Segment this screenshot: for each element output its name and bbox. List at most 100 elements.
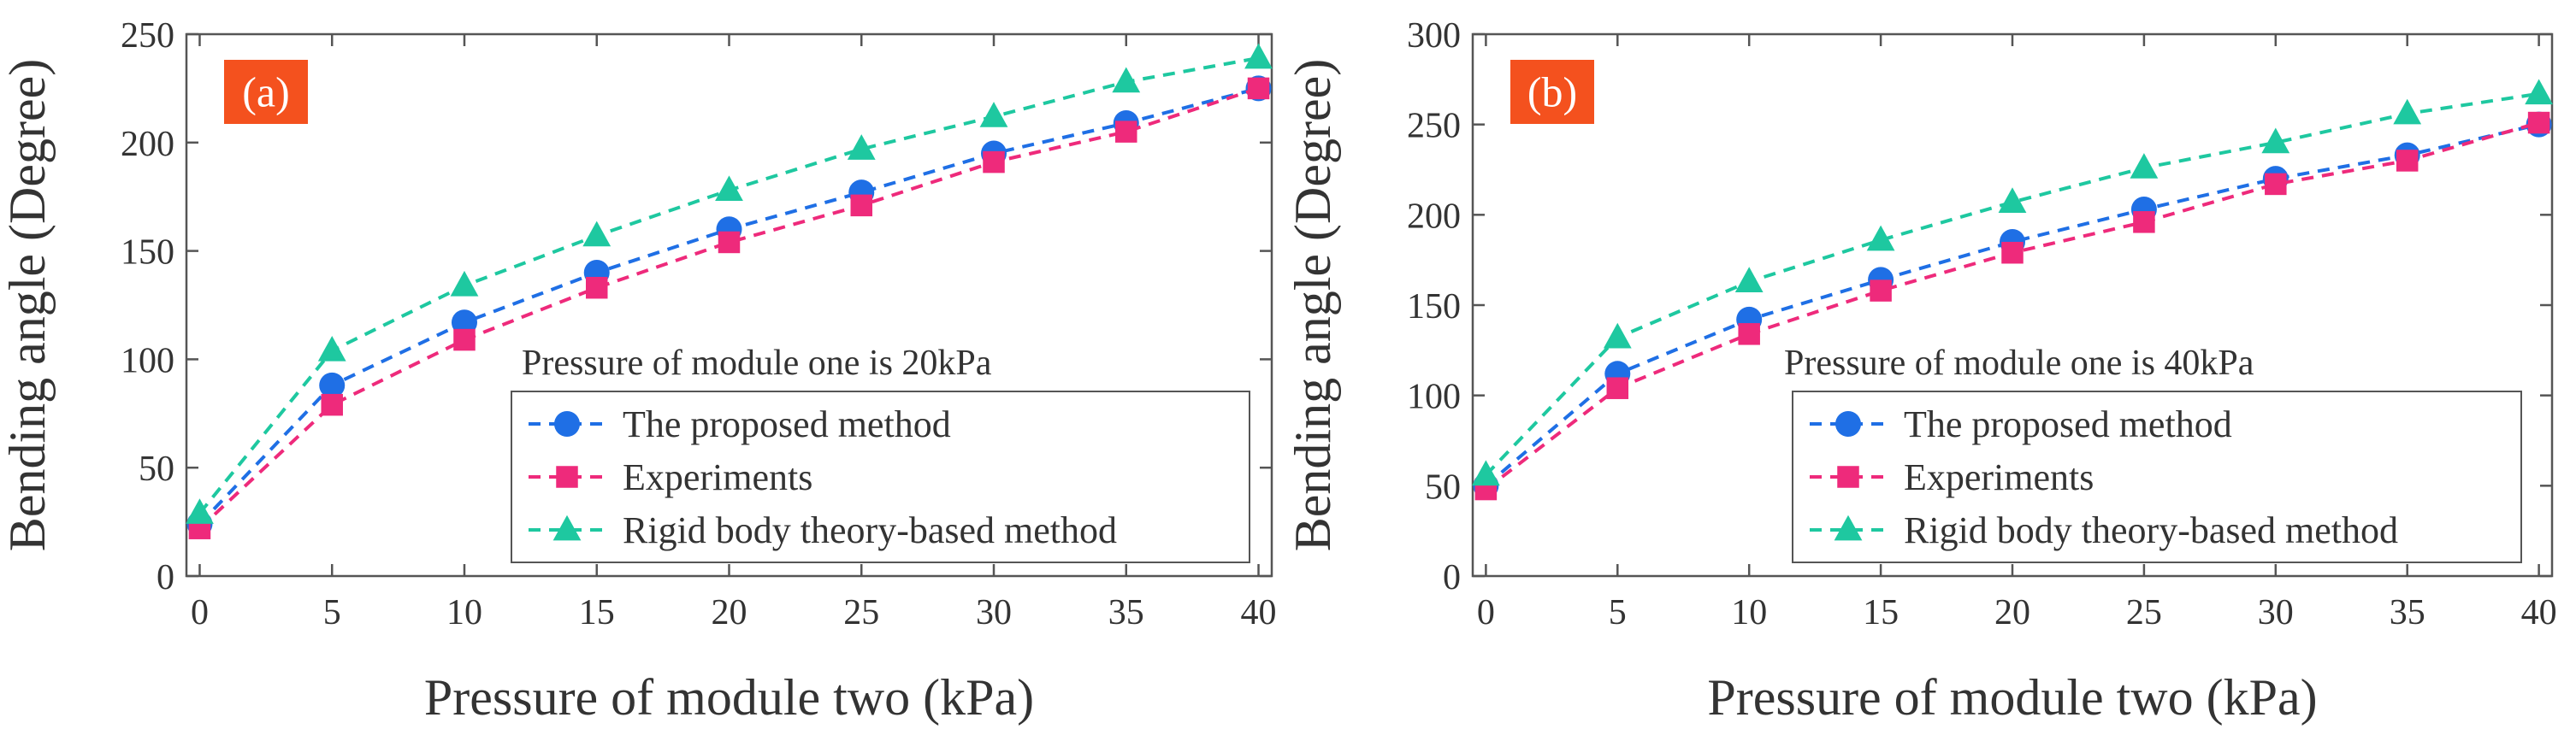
legend-marker <box>1835 411 1861 437</box>
y-tick-label: 50 <box>1425 468 1461 507</box>
x-tick-label: 5 <box>323 593 341 632</box>
series-square <box>188 77 1270 539</box>
y-tick-label: 150 <box>1407 287 1461 326</box>
data-point <box>319 372 346 398</box>
legend-box <box>511 391 1250 563</box>
data-point <box>1870 279 1892 302</box>
legend-marker <box>552 515 582 541</box>
y-tick-label: 0 <box>157 558 174 597</box>
panel-tag-box <box>1510 60 1594 124</box>
x-tick-label: 0 <box>1477 593 1495 632</box>
data-point <box>2396 150 2419 172</box>
legend: The proposed method Experiments Rigid body… <box>1792 391 2522 563</box>
data-point <box>2001 241 2024 264</box>
y-axis-title: Bending angle (Degree) <box>1285 59 1341 551</box>
data-point <box>317 336 346 362</box>
data-point <box>983 150 1005 173</box>
series-line <box>1485 122 2540 487</box>
x-axis-title: Pressure of module two (kPa) <box>1707 669 2317 726</box>
data-point <box>2393 98 2422 125</box>
data-point <box>1734 267 1764 292</box>
data-point <box>321 393 343 416</box>
data-point <box>453 328 476 351</box>
data-point <box>1606 377 1629 399</box>
data-point <box>2261 127 2290 154</box>
legend-label: Experiments <box>623 456 812 498</box>
x-tick-label: 15 <box>1863 593 1899 632</box>
data-point <box>451 309 477 336</box>
y-tick-label: 200 <box>1407 197 1461 236</box>
legend-label: Experiments <box>1904 456 2094 498</box>
legend-label: Rigid body theory-based method <box>623 509 1117 551</box>
data-point <box>979 102 1008 127</box>
data-point <box>715 175 743 202</box>
y-tick-label: 100 <box>121 341 174 380</box>
x-tick-label: 5 <box>1609 593 1627 632</box>
x-tick-label: 30 <box>976 593 1012 632</box>
legend-marker <box>554 411 580 437</box>
data-point <box>1603 322 1632 349</box>
panel-tag: (a) <box>224 60 308 124</box>
x-tick-label: 10 <box>1731 593 1767 632</box>
x-tick-label: 20 <box>1994 593 2030 632</box>
chart-panel-2: 0 5 10 15 20 25 30 35 40 0 50 100 150 200 250 300 Pressu… <box>1285 16 2557 726</box>
annotation-text: Pressure of module one is 40kPa <box>1784 344 2254 383</box>
data-point <box>1738 323 1760 345</box>
series-line <box>198 86 1260 530</box>
data-point <box>1998 187 2027 213</box>
legend-marker <box>1834 515 1863 541</box>
data-point <box>1244 43 1273 69</box>
panel-tag-box <box>224 60 308 124</box>
x-tick-label: 15 <box>579 593 615 632</box>
y-tick-label: 250 <box>121 16 174 56</box>
data-point <box>450 270 479 297</box>
x-tick-label: 25 <box>843 593 879 632</box>
legend-label: Rigid body theory-based method <box>1904 509 2398 551</box>
y-axis-title: Bending angle (Degree) <box>0 59 56 551</box>
x-tick-label: 30 <box>2258 593 2294 632</box>
data-point <box>2133 211 2155 233</box>
data-point <box>582 221 612 247</box>
x-tick-label: 0 <box>191 593 209 632</box>
series-triangle <box>186 43 1273 524</box>
panel-tag: (b) <box>1510 60 1594 124</box>
legend: The proposed method Experiments Rigid body… <box>511 391 1250 563</box>
data-point <box>186 498 214 524</box>
data-point <box>718 231 741 254</box>
x-tick-label: 35 <box>1108 593 1144 632</box>
data-point <box>1866 225 1895 251</box>
y-tick-label: 100 <box>1407 378 1461 417</box>
data-point <box>2130 153 2159 179</box>
x-tick-label: 25 <box>2126 593 2162 632</box>
panel-tag-label: (b) <box>1527 68 1577 116</box>
y-tick-label: 150 <box>121 233 174 273</box>
chart-panel-1: 0 5 10 15 20 25 30 35 40 0 50 100 150 200 250 Pressure … <box>0 16 1277 726</box>
data-point <box>847 134 876 160</box>
data-point <box>2525 79 2553 105</box>
x-axis-title: Pressure of module two (kPa) <box>424 669 1034 726</box>
x-tick-label: 35 <box>2390 593 2425 632</box>
legend-marker <box>556 466 578 488</box>
data-point <box>2527 111 2550 134</box>
y-tick-label: 0 <box>1443 558 1461 597</box>
y-tick-label: 50 <box>139 450 174 489</box>
legend-box <box>1792 391 2522 563</box>
x-tick-label: 10 <box>446 593 482 632</box>
data-point <box>2265 173 2287 196</box>
legend-label: The proposed method <box>623 403 951 445</box>
x-tick-label: 20 <box>712 593 747 632</box>
x-tick-label: 40 <box>1241 593 1277 632</box>
legend-label: The proposed method <box>1904 403 2232 445</box>
data-point <box>1112 67 1141 93</box>
data-point <box>1115 121 1137 143</box>
legend-marker <box>1837 466 1859 488</box>
series-line <box>1484 91 2539 477</box>
annotation-text: Pressure of module one is 20kPa <box>522 344 992 383</box>
y-tick-label: 200 <box>121 125 174 164</box>
data-point <box>585 276 608 299</box>
panel-tag-label: (a) <box>242 68 290 116</box>
data-point <box>1247 77 1270 100</box>
data-point <box>1472 460 1500 486</box>
y-tick-label: 250 <box>1407 107 1461 146</box>
